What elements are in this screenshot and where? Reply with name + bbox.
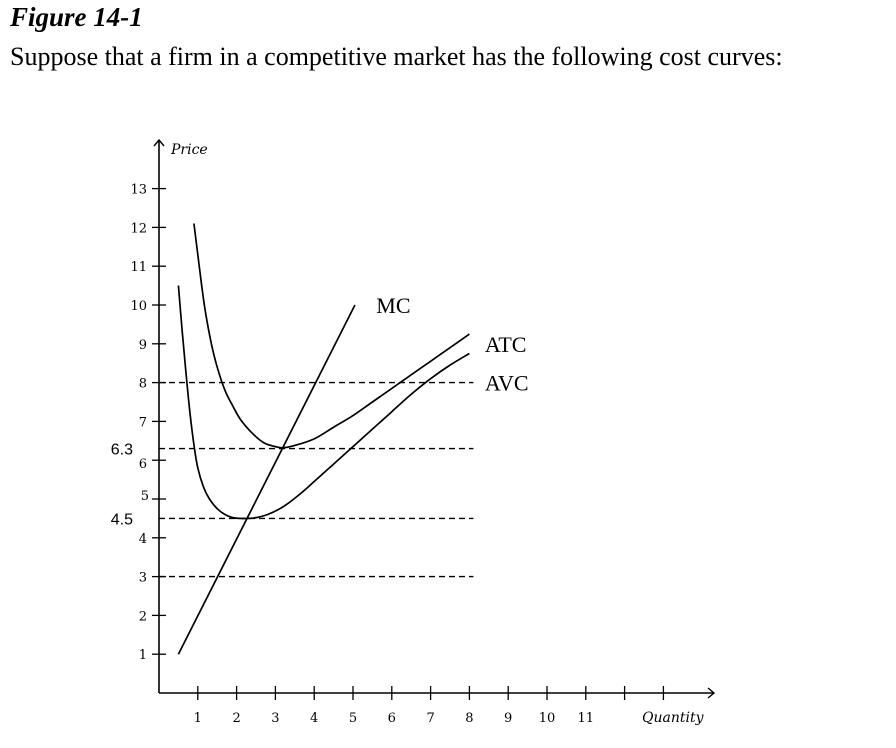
special-y-label-4.5: 4.5 [111,511,133,528]
y-tick-label-10: 10 [130,299,147,314]
y-tick-label-9: 9 [139,338,147,353]
curve-atc [193,223,470,449]
y-tick-label-11: 11 [130,260,147,275]
curve-mc [177,304,356,655]
y-tick-label-4: 4 [139,532,147,547]
y-tick-label-6: 6 [139,457,147,472]
figure-title: Figure 14-1 [10,2,143,32]
x-tick-label-1: 1 [194,711,202,726]
y-tick-label-13: 13 [130,183,147,198]
x-tick-label-9: 9 [504,711,512,726]
y-axis-arrow-icon [153,138,165,147]
x-axis-title: Quantity [642,710,705,726]
y-tick-label-3: 3 [139,571,147,586]
cost-curves [177,223,470,655]
reference-lines [159,381,474,578]
x-tick-label-11: 11 [578,711,595,726]
y-tick-label-2: 2 [139,609,147,624]
curve-label-atc: ATC [485,332,527,357]
curve-label-mc: MC [376,293,410,318]
y-axis-title: Price [170,142,208,158]
axes [153,138,716,699]
y-tick-label-1: 1 [139,648,147,663]
y-tick-label-8: 8 [139,377,147,392]
x-tick-label-8: 8 [465,711,473,726]
figure-description: Suppose that a firm in a competitive mar… [10,42,783,71]
x-tick-label-2: 2 [232,711,240,726]
y-tick-label-7: 7 [139,415,147,430]
x-tick-label-4: 4 [310,711,318,726]
curve-label-avc: AVC [485,371,529,396]
x-tick-label-5: 5 [349,711,357,726]
y-tick-label-5: 5 [141,489,149,504]
special-y-label-6.3: 6.3 [111,442,133,459]
x-tick-label-3: 3 [271,711,279,726]
chart-labels: MC ATC AVC [376,293,528,396]
x-tick-label-7: 7 [426,711,434,726]
x-tick-label-10: 10 [539,711,556,726]
x-axis-arrow-icon [707,687,716,699]
curve-avc [177,285,470,520]
x-tick-label-6: 6 [388,711,396,726]
y-tick-label-12: 12 [130,221,147,236]
